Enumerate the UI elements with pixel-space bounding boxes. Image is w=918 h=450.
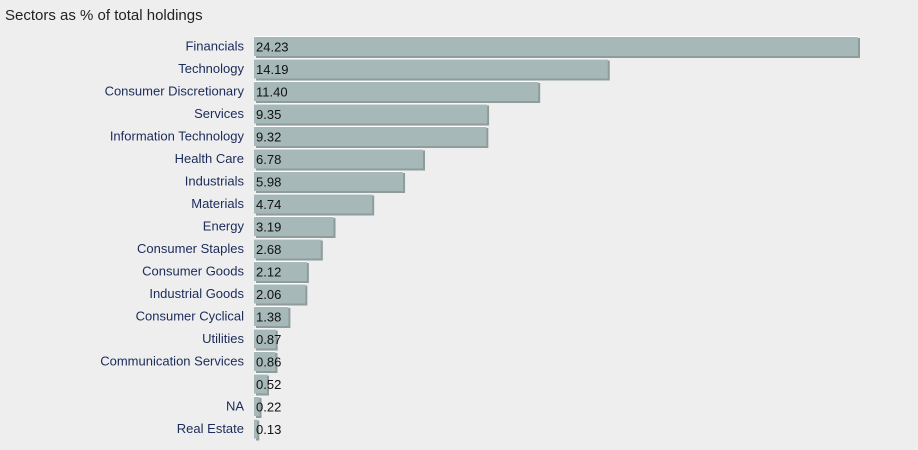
value-label: 2.68 [256,242,281,257]
bar [254,216,334,236]
bar [254,261,307,281]
value-label: 0.52 [256,377,281,392]
value-label: 1.38 [256,310,281,325]
category-label: Communication Services [100,354,244,369]
category-label: Technology [178,61,244,76]
value-label: 0.22 [256,400,281,415]
category-label: Real Estate [177,421,244,436]
value-label: 9.35 [256,107,281,122]
category-label: Consumer Cyclical [136,309,244,324]
bar [254,81,539,101]
value-label: 6.78 [256,152,281,167]
value-label: 0.87 [256,332,281,347]
category-label: Industrials [185,174,245,189]
category-label: Utilities [202,331,244,346]
category-label: Financials [185,39,244,54]
value-label: 14.19 [256,62,289,77]
bar [254,126,487,146]
category-label: NA [226,399,244,414]
bar [254,328,276,349]
value-label: 3.19 [256,220,281,235]
value-label: 4.74 [256,197,281,212]
bar [254,351,276,371]
bar [254,36,858,56]
bar [254,171,404,191]
category-label: Consumer Staples [137,241,244,256]
bar [254,306,289,326]
category-label: Services [194,106,244,121]
category-label: Consumer Discretionary [105,84,245,99]
value-label: 24.23 [256,40,289,55]
bar [254,373,267,394]
value-label: 2.12 [256,265,281,280]
bar [254,193,373,214]
bar [254,238,321,259]
bar [254,396,260,416]
value-label: 2.06 [256,287,281,302]
value-label: 9.32 [256,130,281,145]
category-label: Consumer Goods [142,264,244,279]
category-label: Information Technology [110,129,245,144]
bar [254,418,258,439]
chart-title: Sectors as % of total holdings [5,7,203,24]
category-label: Health Care [175,151,244,166]
bar [254,148,424,169]
bar-shadow [256,420,260,441]
value-label: 11.40 [256,85,288,100]
value-label: 5.98 [256,175,281,190]
bar [254,283,306,304]
bar [254,58,608,79]
category-label: Industrial Goods [149,286,244,301]
bar [254,103,488,124]
category-label: Energy [203,219,245,234]
value-label: 0.13 [256,422,281,437]
category-label: Materials [191,196,244,211]
value-label: 0.86 [256,355,281,370]
